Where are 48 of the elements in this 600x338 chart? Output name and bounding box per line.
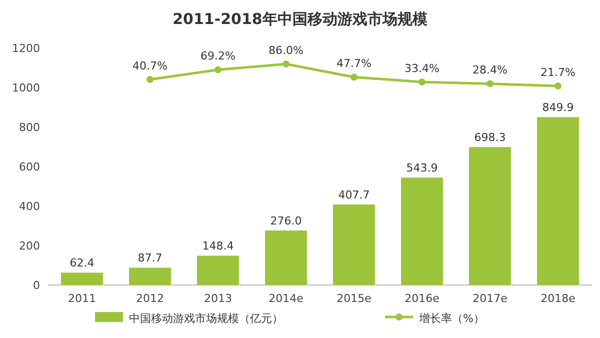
data-label: 69.2% (200, 50, 236, 63)
data-label: 543.9 (406, 162, 438, 175)
data-label: 86.0% (268, 44, 304, 57)
bar (537, 117, 579, 285)
x-tick-label: 2018e (540, 292, 576, 305)
bar (197, 256, 239, 285)
point (486, 80, 494, 88)
y-tick-label: 1200 (12, 42, 40, 55)
legend-label: 增长率（%） (418, 312, 484, 325)
y-tick-label: 0 (33, 279, 40, 292)
point (554, 82, 562, 90)
point (214, 66, 222, 74)
x-tick-label: 2013 (204, 292, 232, 305)
x-tick-label: 2012 (136, 292, 164, 305)
bar (401, 178, 443, 285)
data-label: 33.4% (404, 62, 440, 75)
y-tick-label: 200 (19, 240, 40, 252)
y-tick-label: 400 (19, 200, 40, 213)
point (350, 74, 358, 81)
y-tick-label: 800 (19, 121, 40, 134)
bar (265, 230, 307, 285)
bar (469, 147, 511, 285)
data-label: 407.7 (338, 188, 370, 202)
x-tick-label: 2015e (336, 292, 372, 305)
point (282, 60, 290, 68)
bar (61, 272, 103, 285)
data-label: 28.4% (472, 64, 508, 77)
data-label: 148.4 (202, 240, 234, 253)
data-label: 87.7 (138, 252, 162, 265)
data-label: 698.3 (474, 131, 506, 144)
x-tick-label: 2016e (404, 292, 440, 305)
y-tick-label: 1000 (12, 82, 40, 94)
data-label: 849.9 (542, 101, 574, 114)
point (418, 78, 426, 86)
bar (333, 204, 375, 285)
data-label: 47.7% (336, 57, 372, 70)
bar (129, 268, 171, 285)
chart-title: 2011-2018年中国移动游戏市场规模 (172, 10, 428, 28)
x-tick-label: 2017e (472, 292, 508, 305)
x-tick-label: 2014e (268, 292, 304, 305)
data-label: 276.0 (270, 214, 302, 228)
x-tick-label: 2011 (68, 292, 96, 305)
legend-label: 中国移动游戏市场规模（亿元） (129, 312, 283, 325)
point (146, 76, 154, 83)
data-label: 21.7% (540, 66, 576, 79)
data-label: 40.7% (132, 60, 168, 72)
y-tick-label: 600 (19, 160, 40, 174)
data-label: 62.4 (70, 256, 94, 270)
